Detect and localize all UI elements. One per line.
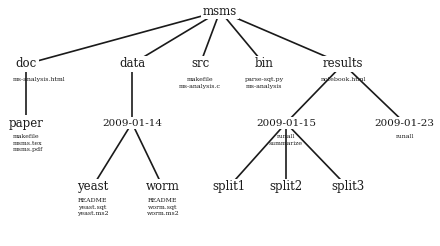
Text: paper: paper	[9, 117, 44, 129]
Text: README
yeast.sqt
yeast.ms2: README yeast.sqt yeast.ms2	[77, 198, 108, 216]
Text: makefile
msms.tex
msms.pdf: makefile msms.tex msms.pdf	[13, 134, 44, 152]
Text: README
worm.sqt
worm.ms2: README worm.sqt worm.ms2	[147, 198, 179, 216]
Text: runall
summarize: runall summarize	[269, 134, 303, 146]
Text: results: results	[323, 58, 363, 70]
Text: split3: split3	[331, 181, 364, 193]
Text: ms-analysis.html: ms-analysis.html	[13, 77, 66, 82]
Text: 2009-01-23: 2009-01-23	[375, 119, 435, 127]
Text: bin: bin	[255, 58, 273, 70]
Text: makefile
ms-analysis.c: makefile ms-analysis.c	[179, 77, 221, 89]
Text: runall: runall	[396, 134, 414, 139]
Text: notebook.html: notebook.html	[320, 77, 366, 82]
Text: msms: msms	[203, 5, 237, 17]
Text: 2009-01-14: 2009-01-14	[102, 119, 162, 127]
Text: yeast: yeast	[77, 181, 108, 193]
Text: doc: doc	[16, 58, 37, 70]
Text: data: data	[119, 58, 145, 70]
Text: worm: worm	[146, 181, 180, 193]
Text: 2009-01-15: 2009-01-15	[256, 119, 316, 127]
Text: parse-sqt.py
ms-analysis: parse-sqt.py ms-analysis	[245, 77, 283, 89]
Text: split2: split2	[269, 181, 303, 193]
Text: src: src	[191, 58, 209, 70]
Text: split1: split1	[212, 181, 246, 193]
